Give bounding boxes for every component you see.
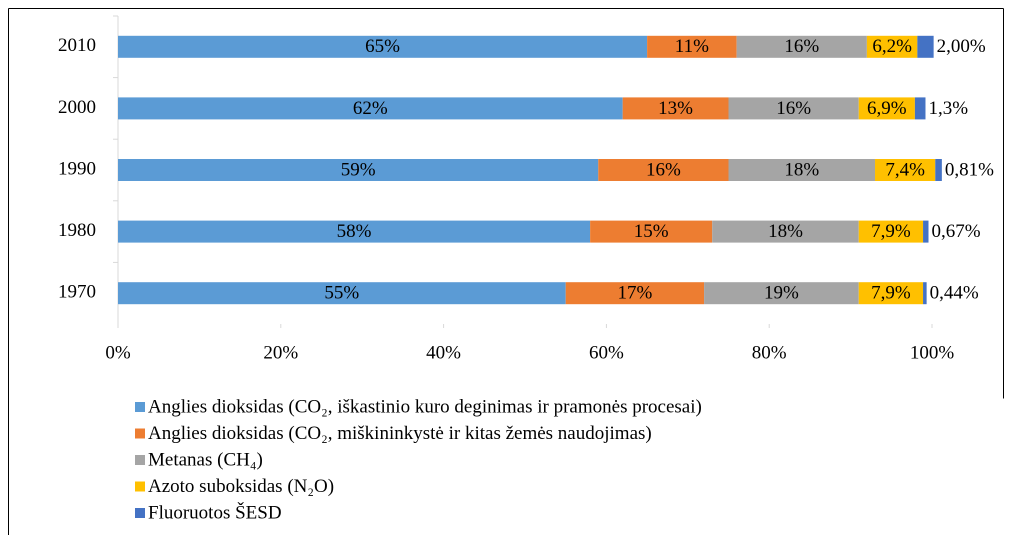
- bar-segment: [118, 97, 623, 120]
- y-tick-label: 1980: [58, 220, 96, 241]
- x-tick-label: 80%: [752, 342, 787, 363]
- legend-label: Azoto suboksidas (N₂O): [148, 476, 334, 497]
- data-label: 7,4%: [885, 159, 925, 180]
- bar-segment: [118, 35, 648, 58]
- data-label: 7,9%: [871, 221, 911, 242]
- data-label: 6,9%: [867, 98, 907, 119]
- bar-segment: [118, 220, 591, 243]
- bar-segment: [923, 282, 927, 305]
- bar-segment: [590, 220, 713, 243]
- legend-swatch: [135, 428, 145, 439]
- bar-segment: [935, 159, 942, 181]
- x-tick-label: 20%: [263, 342, 298, 363]
- bar-segment: [875, 159, 936, 181]
- data-label: 55%: [324, 283, 359, 304]
- data-label: 1,3%: [928, 98, 968, 119]
- y-tick-label: 2000: [58, 97, 96, 118]
- data-label: 16%: [646, 159, 681, 180]
- legend-label: Anglies dioksidas (CO₂, iškastinio kuro …: [148, 396, 702, 417]
- bar-segment: [923, 220, 929, 243]
- legend-label: Anglies dioksidas (CO₂, miškininkystė ir…: [148, 423, 652, 444]
- data-label: 62%: [353, 98, 388, 119]
- x-tick-label: 100%: [910, 342, 955, 363]
- bar-segment: [712, 220, 859, 243]
- bar-segment: [704, 282, 859, 305]
- data-label: 17%: [617, 283, 652, 304]
- bar-segment: [728, 97, 859, 120]
- x-tick-label: 60%: [589, 342, 624, 363]
- bar-segment: [858, 220, 924, 243]
- data-label: 13%: [658, 98, 693, 119]
- data-label: 0,44%: [930, 283, 979, 304]
- data-label: 16%: [776, 98, 811, 119]
- bar-segment: [866, 35, 918, 58]
- bar-segment: [647, 35, 737, 58]
- bar-segment: [858, 282, 924, 305]
- bar-segment: [565, 282, 705, 305]
- legend-swatch: [135, 402, 145, 412]
- data-label: 58%: [337, 221, 372, 242]
- bar-segment: [118, 282, 566, 305]
- data-label: 11%: [675, 36, 709, 57]
- data-label: 0,67%: [931, 221, 980, 242]
- data-label: 18%: [768, 221, 803, 242]
- data-label: 18%: [784, 159, 819, 180]
- bar-segment: [598, 159, 729, 181]
- legend-swatch: [135, 508, 145, 518]
- bar-segment: [622, 97, 729, 120]
- x-tick-label: 0%: [105, 342, 131, 363]
- data-label: 0,81%: [945, 159, 994, 180]
- bar-segment: [728, 159, 876, 181]
- bar-segment: [914, 97, 926, 120]
- legend-swatch: [135, 481, 145, 492]
- data-label: 19%: [764, 283, 799, 304]
- legend-label: Metanas (CH₄): [148, 449, 263, 470]
- data-label: 59%: [341, 159, 376, 180]
- bar-segment: [736, 35, 867, 58]
- bar-segment: [858, 97, 915, 120]
- data-label: 65%: [365, 36, 400, 57]
- y-tick-label: 2010: [58, 35, 96, 56]
- y-tick-label: 1970: [58, 282, 96, 303]
- data-label: 6,2%: [872, 36, 912, 57]
- data-label: 7,9%: [871, 283, 911, 304]
- bar-segment: [917, 35, 934, 58]
- y-tick-label: 1990: [58, 158, 96, 179]
- legend-label: Fluoruotos ŠESD: [148, 501, 282, 523]
- x-tick-label: 40%: [426, 342, 461, 363]
- legend-swatch: [135, 455, 145, 465]
- data-label: 16%: [784, 36, 819, 57]
- bar-segment: [118, 159, 599, 181]
- data-label: 2,00%: [937, 36, 986, 57]
- data-label: 15%: [634, 221, 669, 242]
